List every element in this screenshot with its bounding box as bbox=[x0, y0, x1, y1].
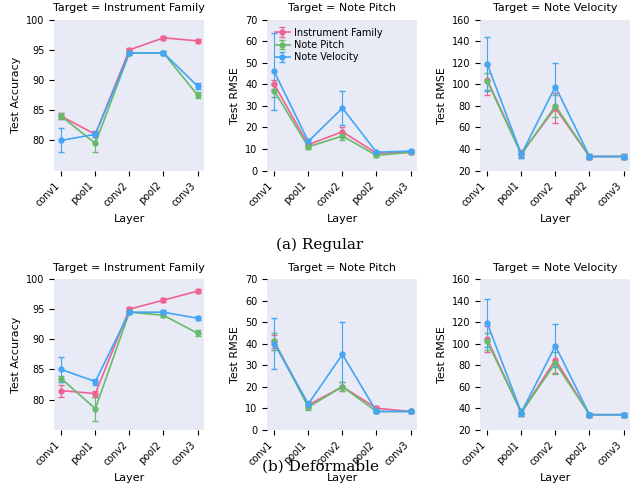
Title: Target = Instrument Family: Target = Instrument Family bbox=[54, 263, 205, 273]
X-axis label: Layer: Layer bbox=[114, 473, 145, 483]
X-axis label: Layer: Layer bbox=[540, 214, 571, 224]
X-axis label: Layer: Layer bbox=[327, 473, 358, 483]
Y-axis label: Test RMSE: Test RMSE bbox=[230, 326, 240, 383]
Y-axis label: Test RMSE: Test RMSE bbox=[230, 67, 240, 124]
Title: Target = Note Pitch: Target = Note Pitch bbox=[289, 263, 396, 273]
Legend: Instrument Family, Note Pitch, Note Velocity: Instrument Family, Note Pitch, Note Velo… bbox=[272, 25, 385, 65]
Title: Target = Note Pitch: Target = Note Pitch bbox=[289, 3, 396, 13]
Title: Target = Note Velocity: Target = Note Velocity bbox=[493, 3, 618, 13]
X-axis label: Layer: Layer bbox=[327, 214, 358, 224]
Title: Target = Note Velocity: Target = Note Velocity bbox=[493, 263, 618, 273]
Y-axis label: Test Accuracy: Test Accuracy bbox=[11, 316, 20, 393]
Y-axis label: Test RMSE: Test RMSE bbox=[436, 326, 447, 383]
Text: (b) Deformable: (b) Deformable bbox=[262, 460, 378, 474]
X-axis label: Layer: Layer bbox=[114, 214, 145, 224]
Title: Target = Instrument Family: Target = Instrument Family bbox=[54, 3, 205, 13]
Y-axis label: Test RMSE: Test RMSE bbox=[436, 67, 447, 124]
Y-axis label: Test Accuracy: Test Accuracy bbox=[11, 57, 20, 133]
X-axis label: Layer: Layer bbox=[540, 473, 571, 483]
Text: (a) Regular: (a) Regular bbox=[276, 237, 364, 252]
